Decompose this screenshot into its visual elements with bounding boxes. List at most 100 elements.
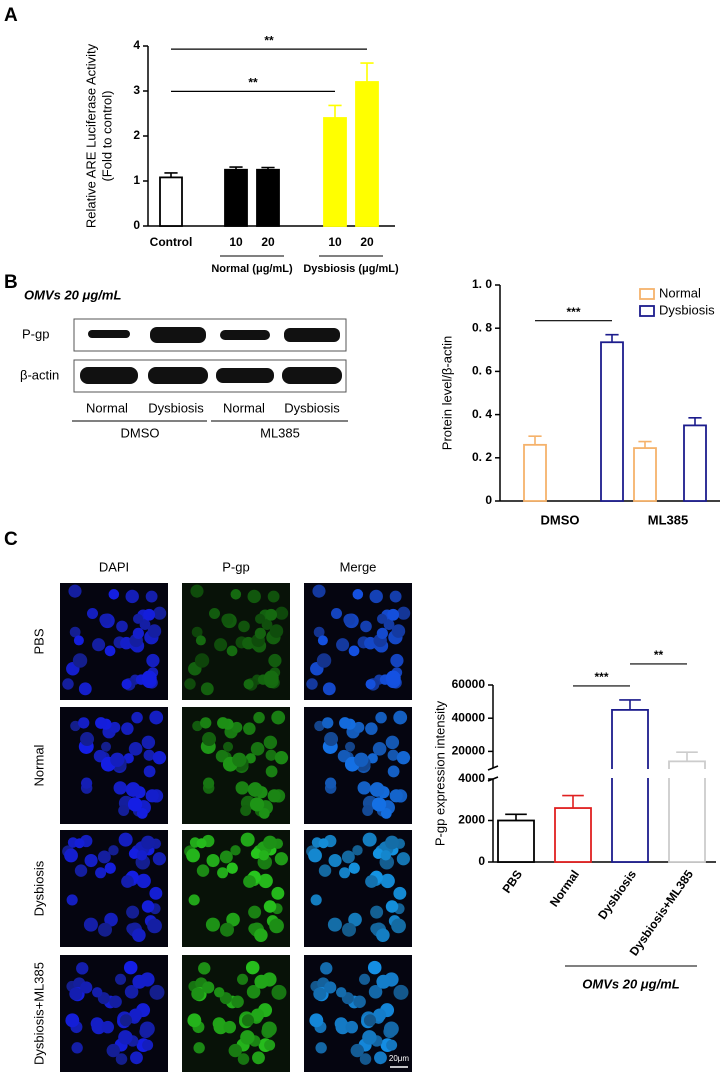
axis-break — [495, 769, 718, 778]
bar — [355, 81, 379, 227]
group-label: Normal (μg/mL) — [211, 263, 293, 275]
x-tick-label: 20 — [360, 235, 374, 249]
cell — [393, 710, 408, 725]
cell — [119, 1014, 133, 1027]
y-tick-label: 2000 — [458, 813, 485, 827]
cell — [322, 682, 336, 696]
cell — [143, 765, 156, 778]
cell — [386, 1039, 398, 1051]
error-bar — [676, 751, 698, 762]
cell — [348, 645, 360, 657]
image-row-label: Dysbiosis+ML385 — [31, 962, 46, 1065]
cell — [74, 864, 88, 877]
cell — [147, 624, 162, 638]
y-axis-label: Relative ARE Luciferase Activity — [83, 43, 98, 228]
cell — [353, 721, 365, 733]
cell — [149, 710, 164, 725]
cell — [214, 987, 225, 998]
cell — [393, 984, 409, 1000]
cell — [263, 670, 279, 686]
cell — [391, 624, 406, 638]
cell — [99, 613, 112, 626]
cell — [348, 912, 362, 927]
cell — [258, 850, 270, 861]
cell — [115, 973, 127, 985]
cell — [136, 808, 148, 819]
cell — [274, 750, 289, 765]
cell — [251, 1008, 265, 1022]
bar — [611, 709, 649, 863]
cell — [261, 619, 273, 630]
cell — [322, 717, 334, 729]
image-row-label: Dysbiosis — [31, 860, 46, 916]
cell — [97, 850, 111, 864]
cell — [373, 1008, 387, 1022]
cell — [309, 1013, 324, 1028]
cell — [314, 720, 325, 732]
error-bar — [528, 435, 542, 445]
cell — [246, 985, 261, 999]
blot-lane-label: Normal — [86, 400, 128, 415]
error-bar — [688, 417, 702, 426]
bar — [256, 168, 280, 227]
cell — [265, 608, 278, 621]
cell — [253, 711, 265, 724]
cell — [365, 679, 376, 690]
cell — [248, 905, 262, 919]
cell — [328, 853, 342, 868]
cell — [223, 1020, 237, 1034]
cell — [223, 741, 234, 752]
cell — [200, 682, 214, 696]
cell — [271, 710, 286, 725]
cell — [136, 873, 151, 889]
cell — [385, 670, 401, 686]
cell — [376, 627, 388, 640]
micrographs: PBS Normal Dysbiosis Dysbiosis+ML385 20μm — [31, 583, 412, 1072]
cell — [376, 974, 391, 989]
y-tick-label: 1 — [133, 173, 140, 187]
cell — [264, 1039, 276, 1051]
y-tick-label: 0. 2 — [472, 450, 492, 464]
cell — [121, 679, 132, 690]
cell — [205, 917, 220, 932]
bar — [323, 117, 347, 227]
blot-row-label: β-actin — [20, 367, 59, 382]
cell — [240, 805, 252, 817]
blot-band — [282, 367, 342, 384]
cell — [237, 1053, 250, 1065]
cell — [208, 607, 221, 620]
cell — [70, 720, 81, 732]
cell — [348, 862, 360, 874]
cell — [109, 995, 122, 1009]
cell — [226, 862, 238, 874]
blot-band — [284, 328, 340, 342]
cell — [371, 797, 387, 812]
cell — [254, 613, 266, 624]
cell — [76, 962, 89, 975]
cell — [118, 805, 130, 817]
blot-band — [220, 330, 270, 340]
cell — [374, 1051, 387, 1065]
cell — [101, 1020, 115, 1034]
cell — [312, 584, 326, 598]
blot-group-label: ML385 — [260, 425, 300, 440]
blot-band — [88, 330, 130, 338]
bar — [633, 447, 657, 502]
cell — [191, 626, 203, 638]
y-tick-label: 0 — [478, 854, 485, 868]
cell — [252, 1051, 265, 1065]
cell — [317, 635, 328, 646]
cell — [71, 1042, 83, 1054]
cell — [92, 987, 103, 998]
cell — [217, 717, 229, 729]
cell — [357, 781, 371, 795]
cell — [108, 845, 119, 856]
cell — [339, 717, 351, 729]
cell — [78, 682, 92, 696]
cell — [313, 626, 325, 638]
x-tick-label: PBS — [499, 868, 525, 896]
cell — [213, 1019, 228, 1035]
blot-lane-label: Dysbiosis — [148, 400, 204, 415]
cell — [393, 886, 407, 900]
cell — [118, 1030, 133, 1045]
